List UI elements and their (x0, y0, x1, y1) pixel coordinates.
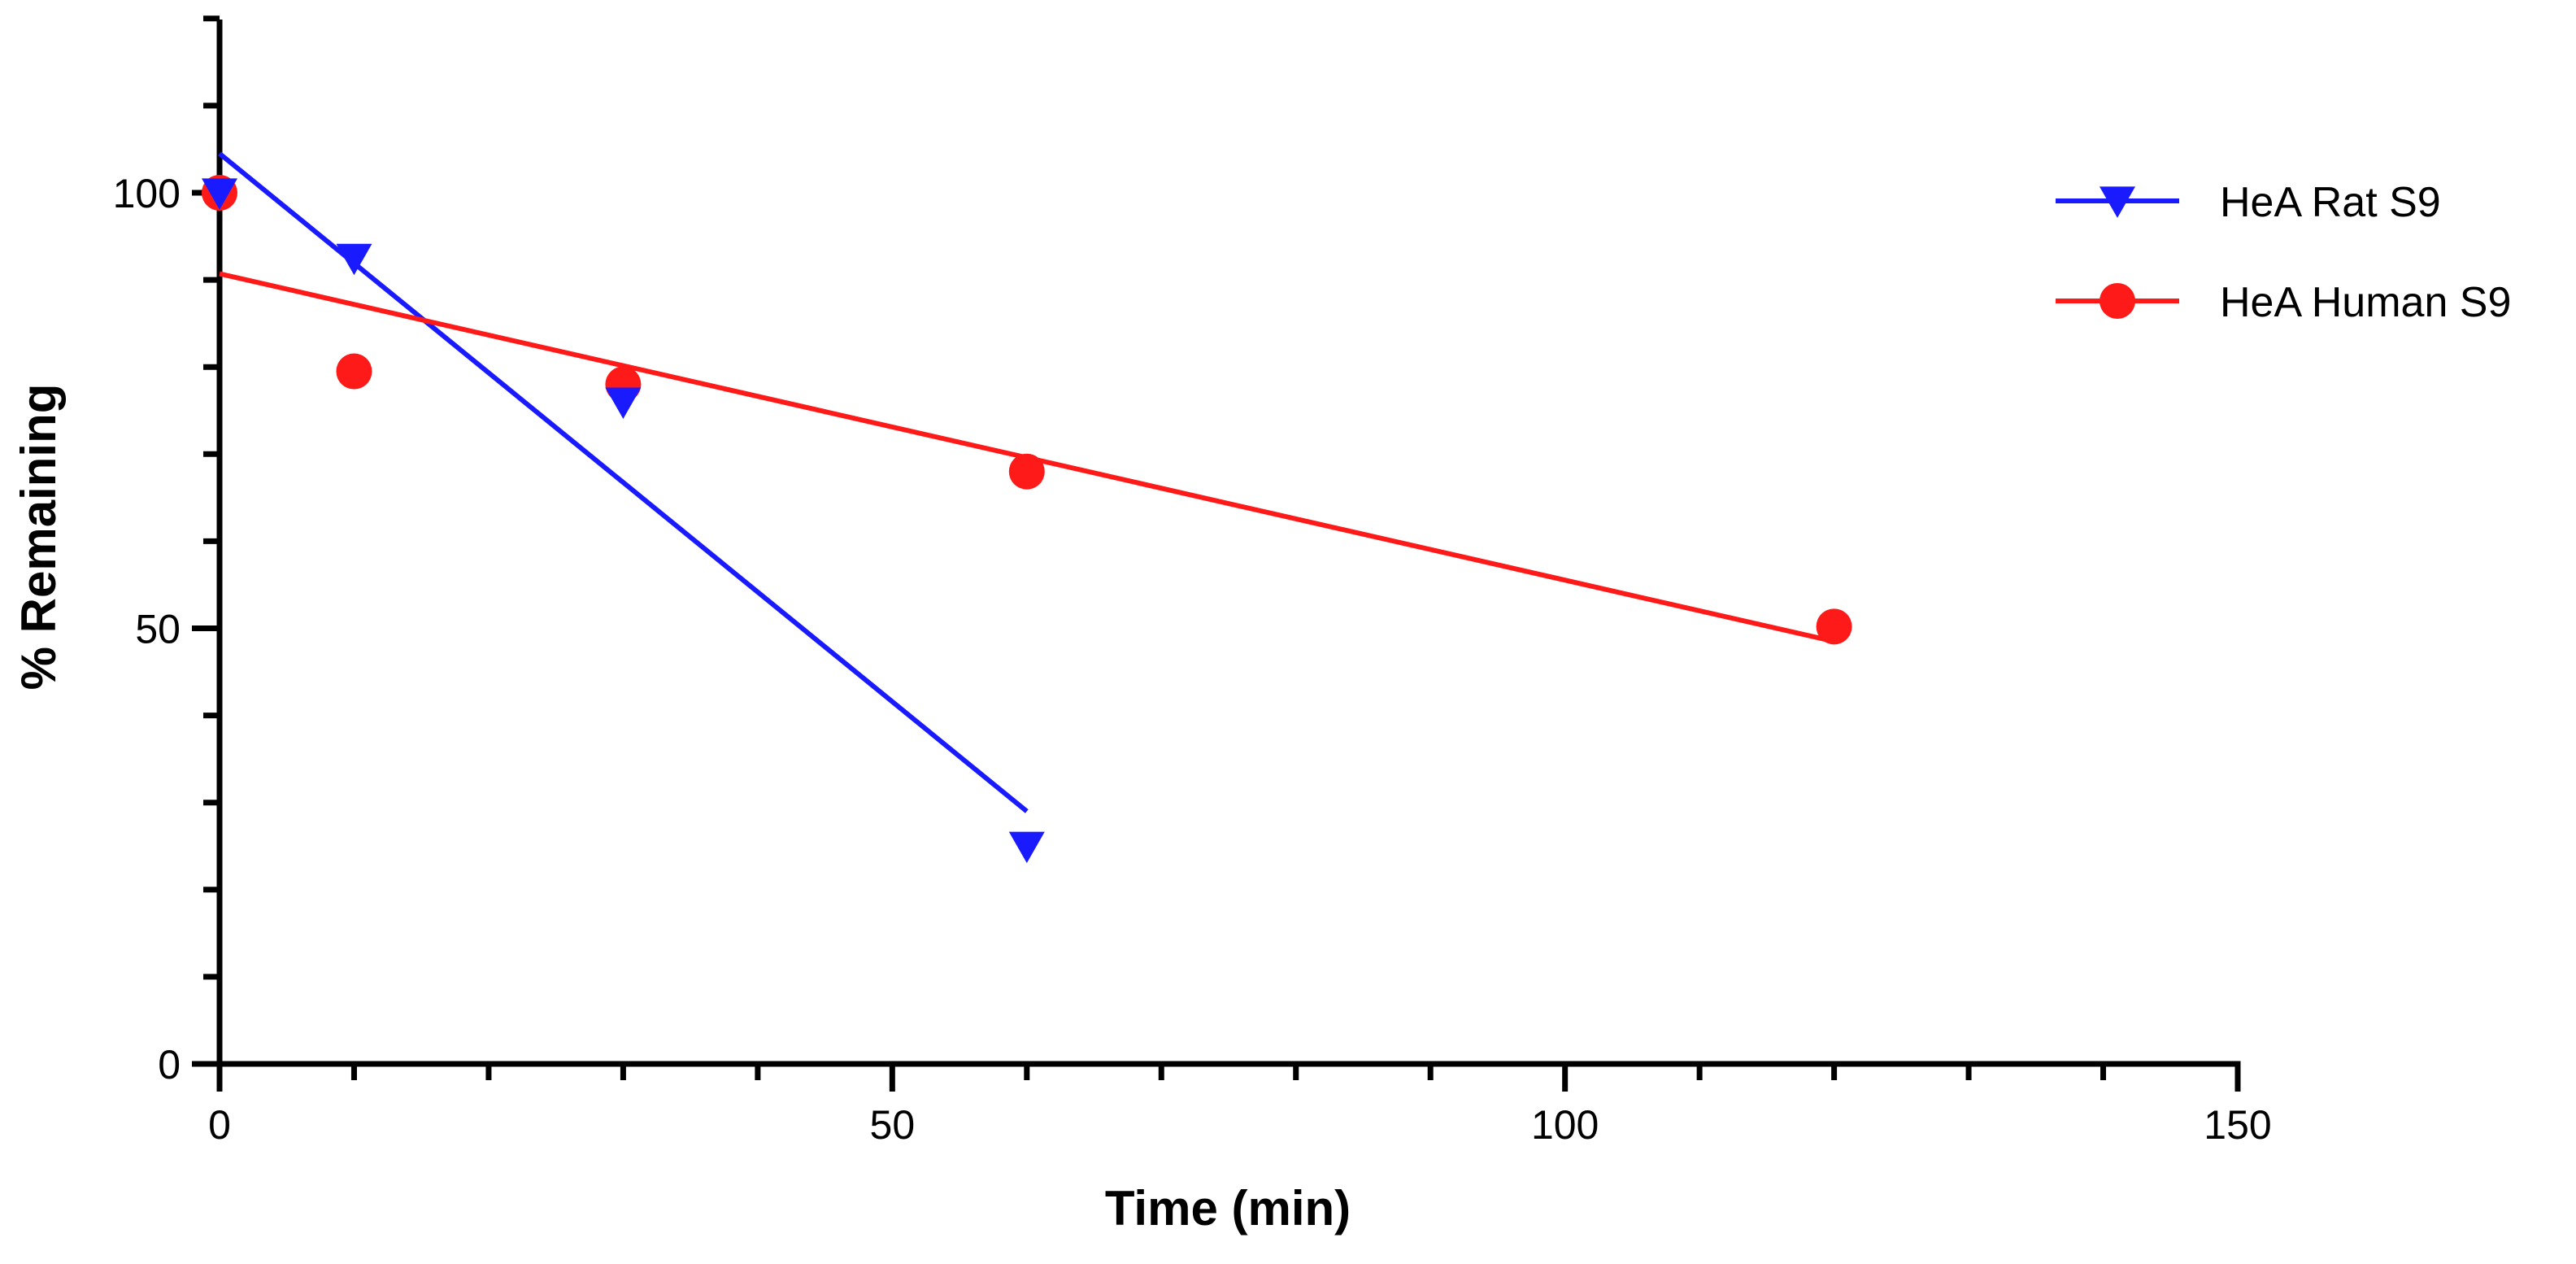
x-tick-label: 100 (1531, 1102, 1599, 1148)
data-point-hea-human-s9 (1816, 608, 1852, 645)
x-axis-title: Time (min) (1105, 1181, 1351, 1236)
data-point-hea-human-s9 (336, 353, 372, 390)
data-point-hea-rat-s9 (336, 243, 372, 276)
legend-item-hea-human-s9: HeA Human S9 (2056, 279, 2511, 326)
y-tick-label: 100 (113, 171, 181, 216)
legend-marker (2100, 283, 2135, 319)
data-point-hea-rat-s9 (605, 387, 642, 419)
y-tick-label: 50 (135, 607, 181, 652)
legend-item-hea-rat-s9: HeA Rat S9 (2056, 179, 2441, 226)
legend-label: HeA Human S9 (2220, 279, 2511, 326)
tick-marks (192, 15, 2241, 1092)
legend: HeA Rat S9 HeA Human S9 (2056, 179, 2511, 326)
fit-line-hea-rat-s9 (218, 151, 1029, 813)
legend-marker (2100, 186, 2135, 218)
y-tick-label: 0 (158, 1042, 181, 1087)
data-point-hea-human-s9 (1008, 453, 1045, 490)
data-points (202, 175, 1852, 864)
x-tick-label: 50 (870, 1102, 916, 1148)
data-point-hea-rat-s9 (1008, 831, 1045, 864)
x-tick-label: 0 (208, 1102, 231, 1148)
tick-labels: 0 50 100 150 0 50 100 (113, 171, 2272, 1148)
legend-label: HeA Rat S9 (2220, 179, 2441, 226)
axes (216, 20, 2241, 1067)
x-tick-label: 150 (2204, 1102, 2271, 1148)
y-axis-title: % Remaining (11, 384, 66, 691)
data-point-hea-rat-s9 (202, 178, 237, 210)
